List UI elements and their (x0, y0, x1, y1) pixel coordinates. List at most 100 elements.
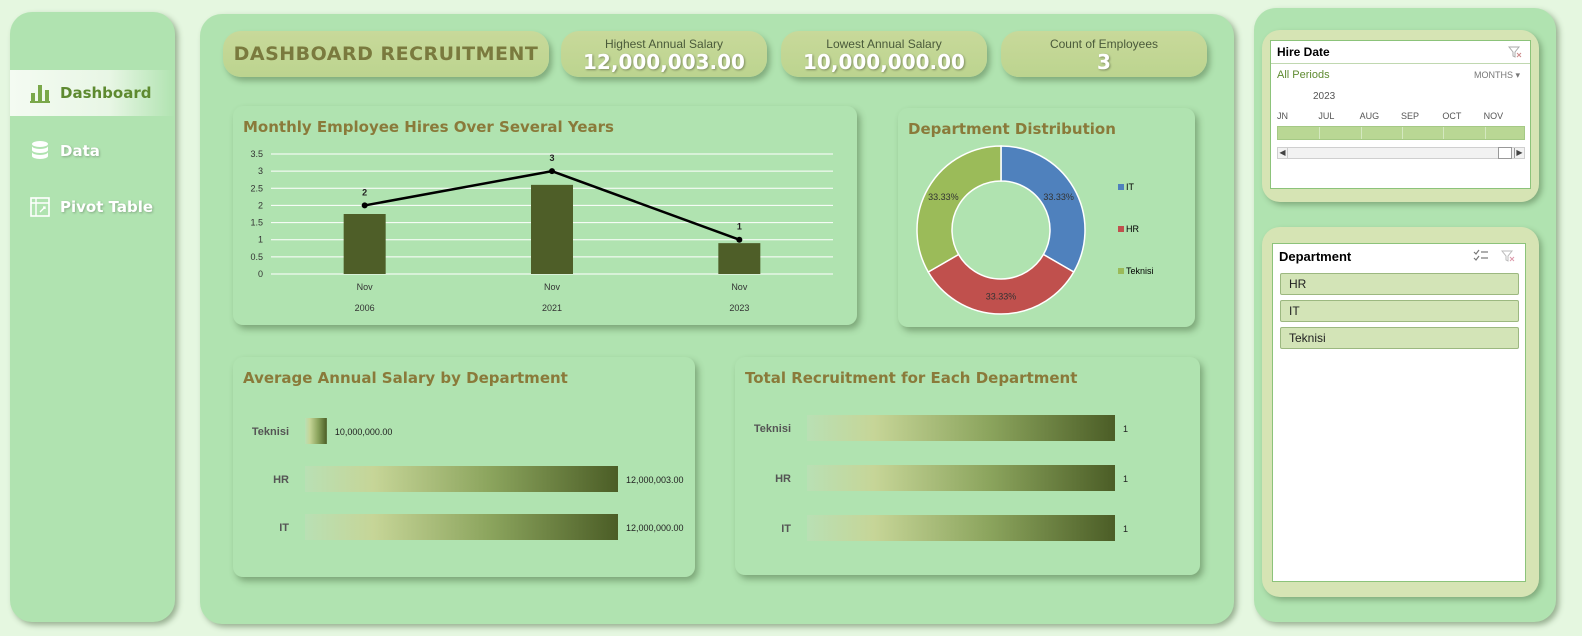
timeline-ticks (1278, 127, 1524, 139)
legend-swatch (1118, 226, 1124, 232)
scroll-thumb[interactable] (1498, 147, 1512, 159)
pivot-table-icon (30, 197, 50, 217)
y-tick-label: 2.5 (250, 183, 263, 193)
scroll-right-icon[interactable]: ▶ (1514, 148, 1524, 158)
x-tick-label: Nov (731, 282, 748, 292)
kpi-highest-salary: Highest Annual Salary 12,000,003.00 (561, 31, 767, 77)
month-tick (1319, 127, 1321, 139)
slicer-title: Department (1279, 249, 1352, 264)
y-tick-label: 3 (258, 166, 263, 176)
all-periods-label[interactable]: All Periods (1277, 69, 1330, 81)
y-tick-label: 1 (258, 235, 263, 245)
clear-filter-icon[interactable] (1508, 45, 1522, 59)
data-label: 12,000,000.00 (626, 523, 684, 533)
x-group-label: 2023 (729, 303, 749, 313)
dropdown-arrow-icon: ▾ (1515, 70, 1520, 80)
granularity-value: MONTHS (1473, 70, 1513, 80)
hires-chart: 0 0.5 1 1.5 2 2.5 3 3.5 Nov 2006 Nov 2021 Nov 2023 2 3 1 (250, 149, 833, 313)
slicer-item-teknisi[interactable]: Teknisi (1280, 327, 1519, 349)
timeline-scrollbar[interactable]: ◀ ▶ (1277, 147, 1525, 159)
x-group-label: 2021 (542, 303, 562, 313)
x-group-label: 2006 (355, 303, 375, 313)
nav-item-data[interactable]: Data (10, 128, 175, 174)
hire-date-slicer[interactable]: Hire Date All Periods MONTHS ▾ 2023 JN JU… (1270, 40, 1531, 189)
hire-bar (343, 214, 386, 274)
kpi-value: 10,000,000.00 (803, 50, 965, 74)
slicer-item-hr[interactable]: HR (1280, 273, 1519, 295)
chart-title: Total Recruitment for Each Department (745, 369, 1078, 387)
avg-salary-chart: Teknisi 10,000,000.00 HR 12,000,003.00 IT 12,… (252, 418, 684, 540)
y-category-label: Teknisi (754, 423, 791, 435)
dashboard-title-text: DASHBOARD RECRUITMENT (233, 43, 539, 65)
salary-bar (305, 418, 327, 444)
chart-title: Department Distribution (908, 120, 1116, 138)
y-category-label: IT (781, 523, 791, 535)
total-recruitment-chart: Teknisi 1 HR 1 IT 1 (754, 415, 1128, 541)
month-label: AUG (1359, 111, 1380, 121)
hire-bar (531, 184, 573, 274)
month-label: OCT (1442, 111, 1462, 121)
kpi-lowest-salary: Lowest Annual Salary 10,000,000.00 (781, 31, 987, 77)
y-tick-label: 1.5 (250, 218, 263, 228)
month-tick (1402, 127, 1403, 139)
bar-chart-icon (30, 85, 50, 103)
data-label: 2 (362, 187, 367, 197)
timeline-bar[interactable] (1277, 126, 1525, 140)
year-label: 2023 (1313, 91, 1336, 102)
data-label: 3 (549, 153, 554, 163)
nav-label-dashboard: Dashboard (60, 84, 152, 102)
kpi-value: 12,000,003.00 (583, 50, 745, 74)
month-label: SEP (1401, 111, 1420, 121)
y-category-label: HR (273, 474, 289, 486)
nav-item-pivot-table[interactable]: Pivot Table (10, 184, 175, 230)
month-label: JN (1277, 111, 1288, 121)
slicer-item-it[interactable]: IT (1280, 300, 1519, 322)
legend-swatch (1118, 184, 1124, 190)
donut-slice (916, 145, 1002, 274)
dashboard-title: DASHBOARD RECRUITMENT (223, 31, 549, 77)
granularity-dropdown[interactable]: MONTHS ▾ (1474, 70, 1520, 81)
salary-bar (807, 465, 1115, 491)
hire-line-point (736, 236, 743, 243)
data-label: 1 (1123, 524, 1128, 534)
hires-chart-card: Monthly Employee Hires Over Several Year… (233, 106, 857, 325)
nav-label-data: Data (60, 142, 100, 160)
y-tick-label: 0.5 (250, 252, 263, 262)
month-tick (1443, 127, 1445, 139)
slice-label: 33.33% (986, 292, 1017, 302)
donut-slice (1000, 145, 1086, 274)
chart-title: Average Annual Salary by Department (243, 369, 568, 387)
scroll-left-icon[interactable]: ◀ (1278, 148, 1288, 158)
multi-select-icon[interactable] (1473, 249, 1489, 263)
data-label: 10,000,000.00 (335, 427, 393, 437)
chart-title: Monthly Employee Hires Over Several Year… (243, 118, 614, 136)
nav-label-pivot-table: Pivot Table (60, 198, 154, 216)
y-category-label: HR (775, 473, 791, 485)
salary-bar (807, 415, 1115, 441)
month-label: NOV (1483, 111, 1504, 121)
dept-chart-card: Department Distribution 33.33% 33.33% 33.3… (898, 108, 1195, 327)
salary-bar (807, 515, 1115, 541)
y-tick-label: 2 (258, 200, 263, 210)
y-tick-label: 0 (258, 269, 263, 279)
slice-label: 33.33% (928, 192, 959, 202)
slicer-title: Hire Date (1277, 45, 1330, 59)
clear-filter-icon[interactable] (1501, 249, 1515, 263)
data-label: 1 (1123, 474, 1128, 484)
month-labels: JN JUL AUG SEP OCT NOV (1277, 111, 1525, 125)
month-tick (1484, 127, 1486, 139)
donut-slice (927, 253, 1075, 315)
legend-label: IT (1126, 182, 1135, 192)
x-tick-label: Nov (357, 282, 374, 292)
department-slicer[interactable]: Department HR IT Teknisi (1272, 243, 1526, 582)
hire-line-point (361, 202, 368, 209)
avg-salary-chart-card: Average Annual Salary by Department Tekn… (233, 357, 695, 577)
legend-swatch (1118, 268, 1124, 274)
y-tick-label: 3.5 (250, 149, 263, 159)
month-label: JUL (1318, 111, 1335, 121)
nav-item-dashboard[interactable]: Dashboard (10, 70, 175, 116)
kpi-label: Count of Employees (1049, 37, 1159, 51)
slice-label: 33.33% (1043, 192, 1074, 202)
kpi-label: Highest Annual Salary (604, 37, 724, 51)
salary-bar (305, 514, 618, 540)
